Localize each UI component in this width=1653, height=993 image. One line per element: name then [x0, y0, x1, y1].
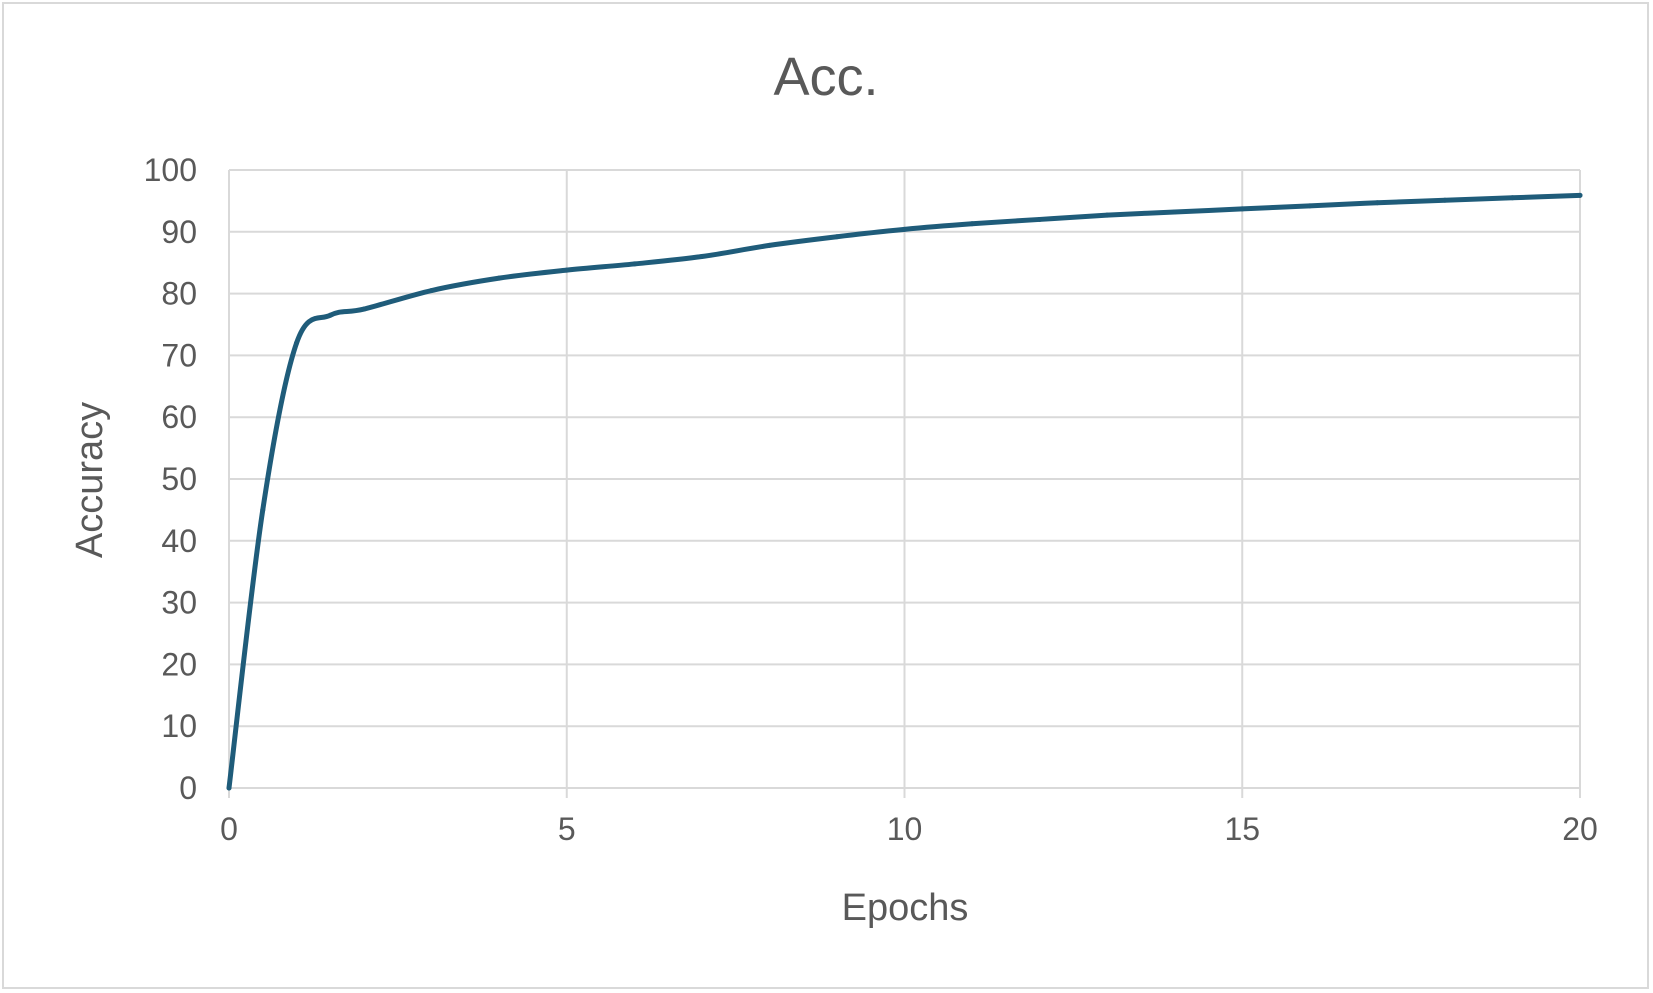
gridlines	[228, 169, 1581, 798]
data-point	[1442, 197, 1448, 203]
y-tick-label: 40	[161, 523, 197, 559]
chart-title: Acc.	[773, 47, 878, 107]
y-tick-label: 60	[161, 399, 197, 435]
y-tick-label: 30	[161, 585, 197, 621]
data-point	[294, 340, 300, 346]
data-point	[327, 312, 333, 318]
series-layer	[226, 192, 1583, 791]
y-axis-title: Accuracy	[69, 402, 111, 558]
y-tick-label: 0	[179, 770, 197, 806]
x-tick-label: 15	[1224, 811, 1260, 847]
data-point	[1374, 200, 1380, 206]
y-tick-label: 90	[161, 214, 197, 250]
x-tick-label: 0	[220, 811, 238, 847]
x-tick-label: 10	[887, 811, 923, 847]
data-point	[226, 785, 232, 791]
data-point	[1509, 195, 1515, 201]
tick-labels: 0 10 20 30 40 50 60 70 80 90 100 0 5 10 15 20	[144, 152, 1598, 847]
data-point	[1577, 192, 1583, 198]
y-tick-label: 80	[161, 276, 197, 312]
y-tick-label: 70	[161, 337, 197, 373]
y-tick-label: 100	[144, 152, 197, 188]
y-tick-label: 50	[161, 461, 197, 497]
data-point	[1104, 212, 1110, 218]
y-tick-label: 20	[161, 646, 197, 682]
x-tick-label: 5	[558, 811, 576, 847]
data-point	[834, 234, 840, 240]
data-point	[969, 221, 975, 227]
x-tick-label: 20	[1562, 811, 1598, 847]
series-line	[226, 192, 1583, 791]
data-point	[1239, 206, 1245, 212]
data-point	[361, 306, 367, 312]
y-tick-label: 10	[161, 708, 197, 744]
data-point	[766, 242, 772, 248]
data-point	[1037, 216, 1043, 222]
data-point	[496, 275, 502, 281]
data-point	[260, 507, 266, 513]
data-point	[1172, 209, 1178, 215]
x-axis-title: Epochs	[842, 887, 969, 929]
data-point	[902, 226, 907, 232]
data-point	[699, 254, 705, 260]
data-point	[1307, 203, 1313, 209]
data-point	[631, 261, 637, 267]
data-point	[564, 267, 570, 273]
data-point	[429, 288, 435, 294]
